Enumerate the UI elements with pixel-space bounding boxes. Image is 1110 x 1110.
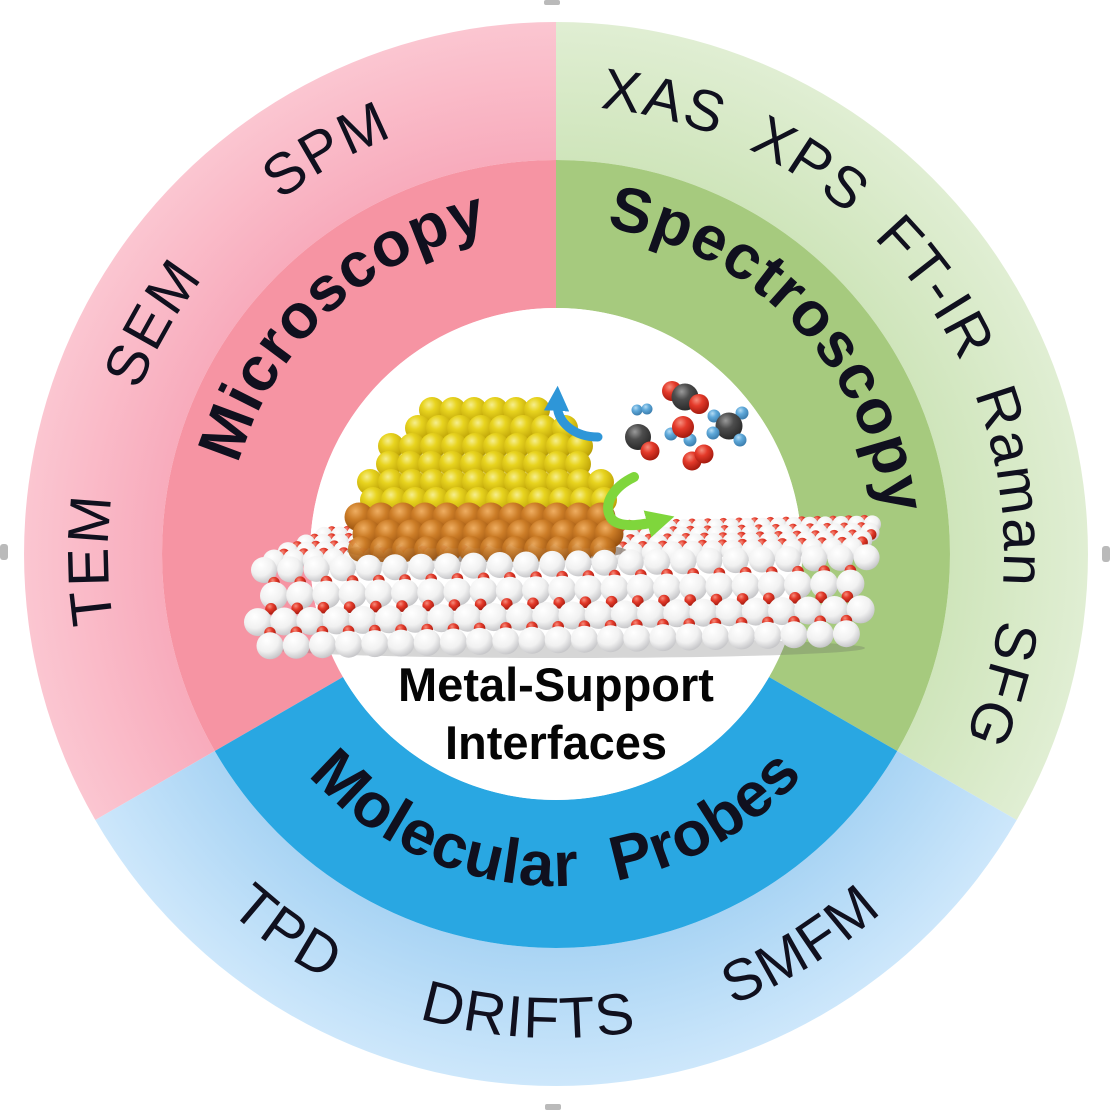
gas-molecules bbox=[625, 381, 749, 471]
center-title-line1: Metal-Support bbox=[398, 658, 714, 711]
bottom-edge-mark bbox=[545, 1104, 561, 1110]
center-illustration bbox=[244, 381, 881, 660]
sector-spectroscopy-outer-ring bbox=[556, 22, 1088, 820]
oxide-support-slab-front bbox=[244, 544, 880, 660]
o2-molecule-icon bbox=[682, 444, 714, 471]
spillover-arrow-icon bbox=[603, 472, 675, 538]
h2o-molecule-icon bbox=[664, 416, 697, 447]
right-edge-mark bbox=[1102, 546, 1110, 562]
top-edge-mark bbox=[544, 0, 560, 5]
co-molecule-icon bbox=[625, 424, 660, 461]
center-title-line2: Interfaces bbox=[445, 716, 667, 769]
sector-molecular-probes-outer-ring bbox=[95, 751, 1017, 1086]
desorption-arrow-icon bbox=[543, 385, 603, 442]
h2-molecule-icon bbox=[631, 403, 653, 416]
donut-rings bbox=[24, 22, 1088, 1086]
sector-microscopy-outer-ring bbox=[24, 22, 556, 820]
sector-molecular-probes-inner-ring bbox=[214, 677, 898, 948]
ch4-molecule-icon bbox=[706, 406, 749, 447]
sector-microscopy-inner-ring bbox=[162, 160, 557, 751]
left-edge-mark bbox=[0, 544, 8, 560]
co2-molecule-icon bbox=[662, 381, 709, 414]
